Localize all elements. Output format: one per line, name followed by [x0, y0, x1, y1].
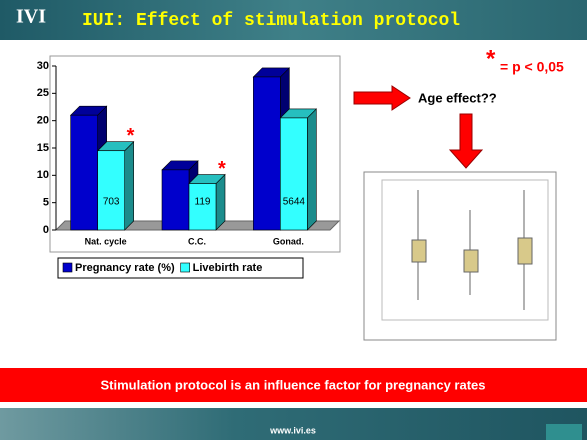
- y-tick-label: 0: [43, 224, 49, 236]
- box: [517, 237, 533, 265]
- bar-side: [124, 141, 134, 231]
- image-plot: [381, 179, 549, 321]
- legend-swatch: [180, 262, 190, 273]
- bar: [253, 76, 281, 231]
- bar-label: 5644: [283, 197, 306, 208]
- significance-marker: *: [127, 125, 135, 147]
- y-tick-label: 5: [43, 197, 49, 209]
- significance-symbol: *: [486, 45, 496, 72]
- arrow-label: Age effect??: [418, 90, 497, 105]
- significance-marker: *: [218, 158, 226, 180]
- x-tick-label: C.C.: [188, 236, 206, 246]
- bar-side: [215, 173, 226, 231]
- x-tick-label: Gonad.: [273, 236, 304, 246]
- slide-title: IUI: Effect of stimulation protocol: [82, 11, 460, 31]
- arrow-right: [353, 85, 411, 111]
- y-tick-label: 20: [37, 115, 49, 127]
- bar-label: 703: [103, 197, 120, 208]
- conclusion-bar: [0, 368, 587, 402]
- boxplot-image: [363, 171, 557, 341]
- bar: [280, 117, 308, 231]
- y-tick-label: 30: [37, 60, 49, 72]
- bar-side: [307, 108, 317, 231]
- arrow-down: [448, 113, 484, 169]
- footer-box: [546, 424, 582, 440]
- bar-label: 119: [195, 197, 211, 208]
- legend-swatch: [62, 262, 73, 273]
- footer-bar: [0, 408, 587, 440]
- y-tick-label: 25: [37, 87, 49, 99]
- bar: [161, 169, 190, 231]
- y-tick-label: 10: [37, 169, 49, 181]
- legend-label: Livebirth rate: [193, 262, 263, 274]
- significance-note: = p < 0,05: [500, 59, 564, 75]
- x-tick-label: Nat. cycle: [85, 236, 127, 246]
- header-bar: [0, 0, 587, 40]
- logo: IVI: [16, 6, 46, 28]
- box: [463, 249, 479, 273]
- legend-label: Pregnancy rate (%): [75, 262, 175, 274]
- bar: [70, 114, 98, 231]
- conclusion: Stimulation protocol is an influence fac…: [100, 377, 485, 392]
- footer: www.ivi.es: [269, 425, 316, 435]
- bar: [188, 183, 217, 231]
- bar: [97, 150, 125, 231]
- y-tick-label: 15: [37, 142, 49, 154]
- box: [411, 239, 427, 263]
